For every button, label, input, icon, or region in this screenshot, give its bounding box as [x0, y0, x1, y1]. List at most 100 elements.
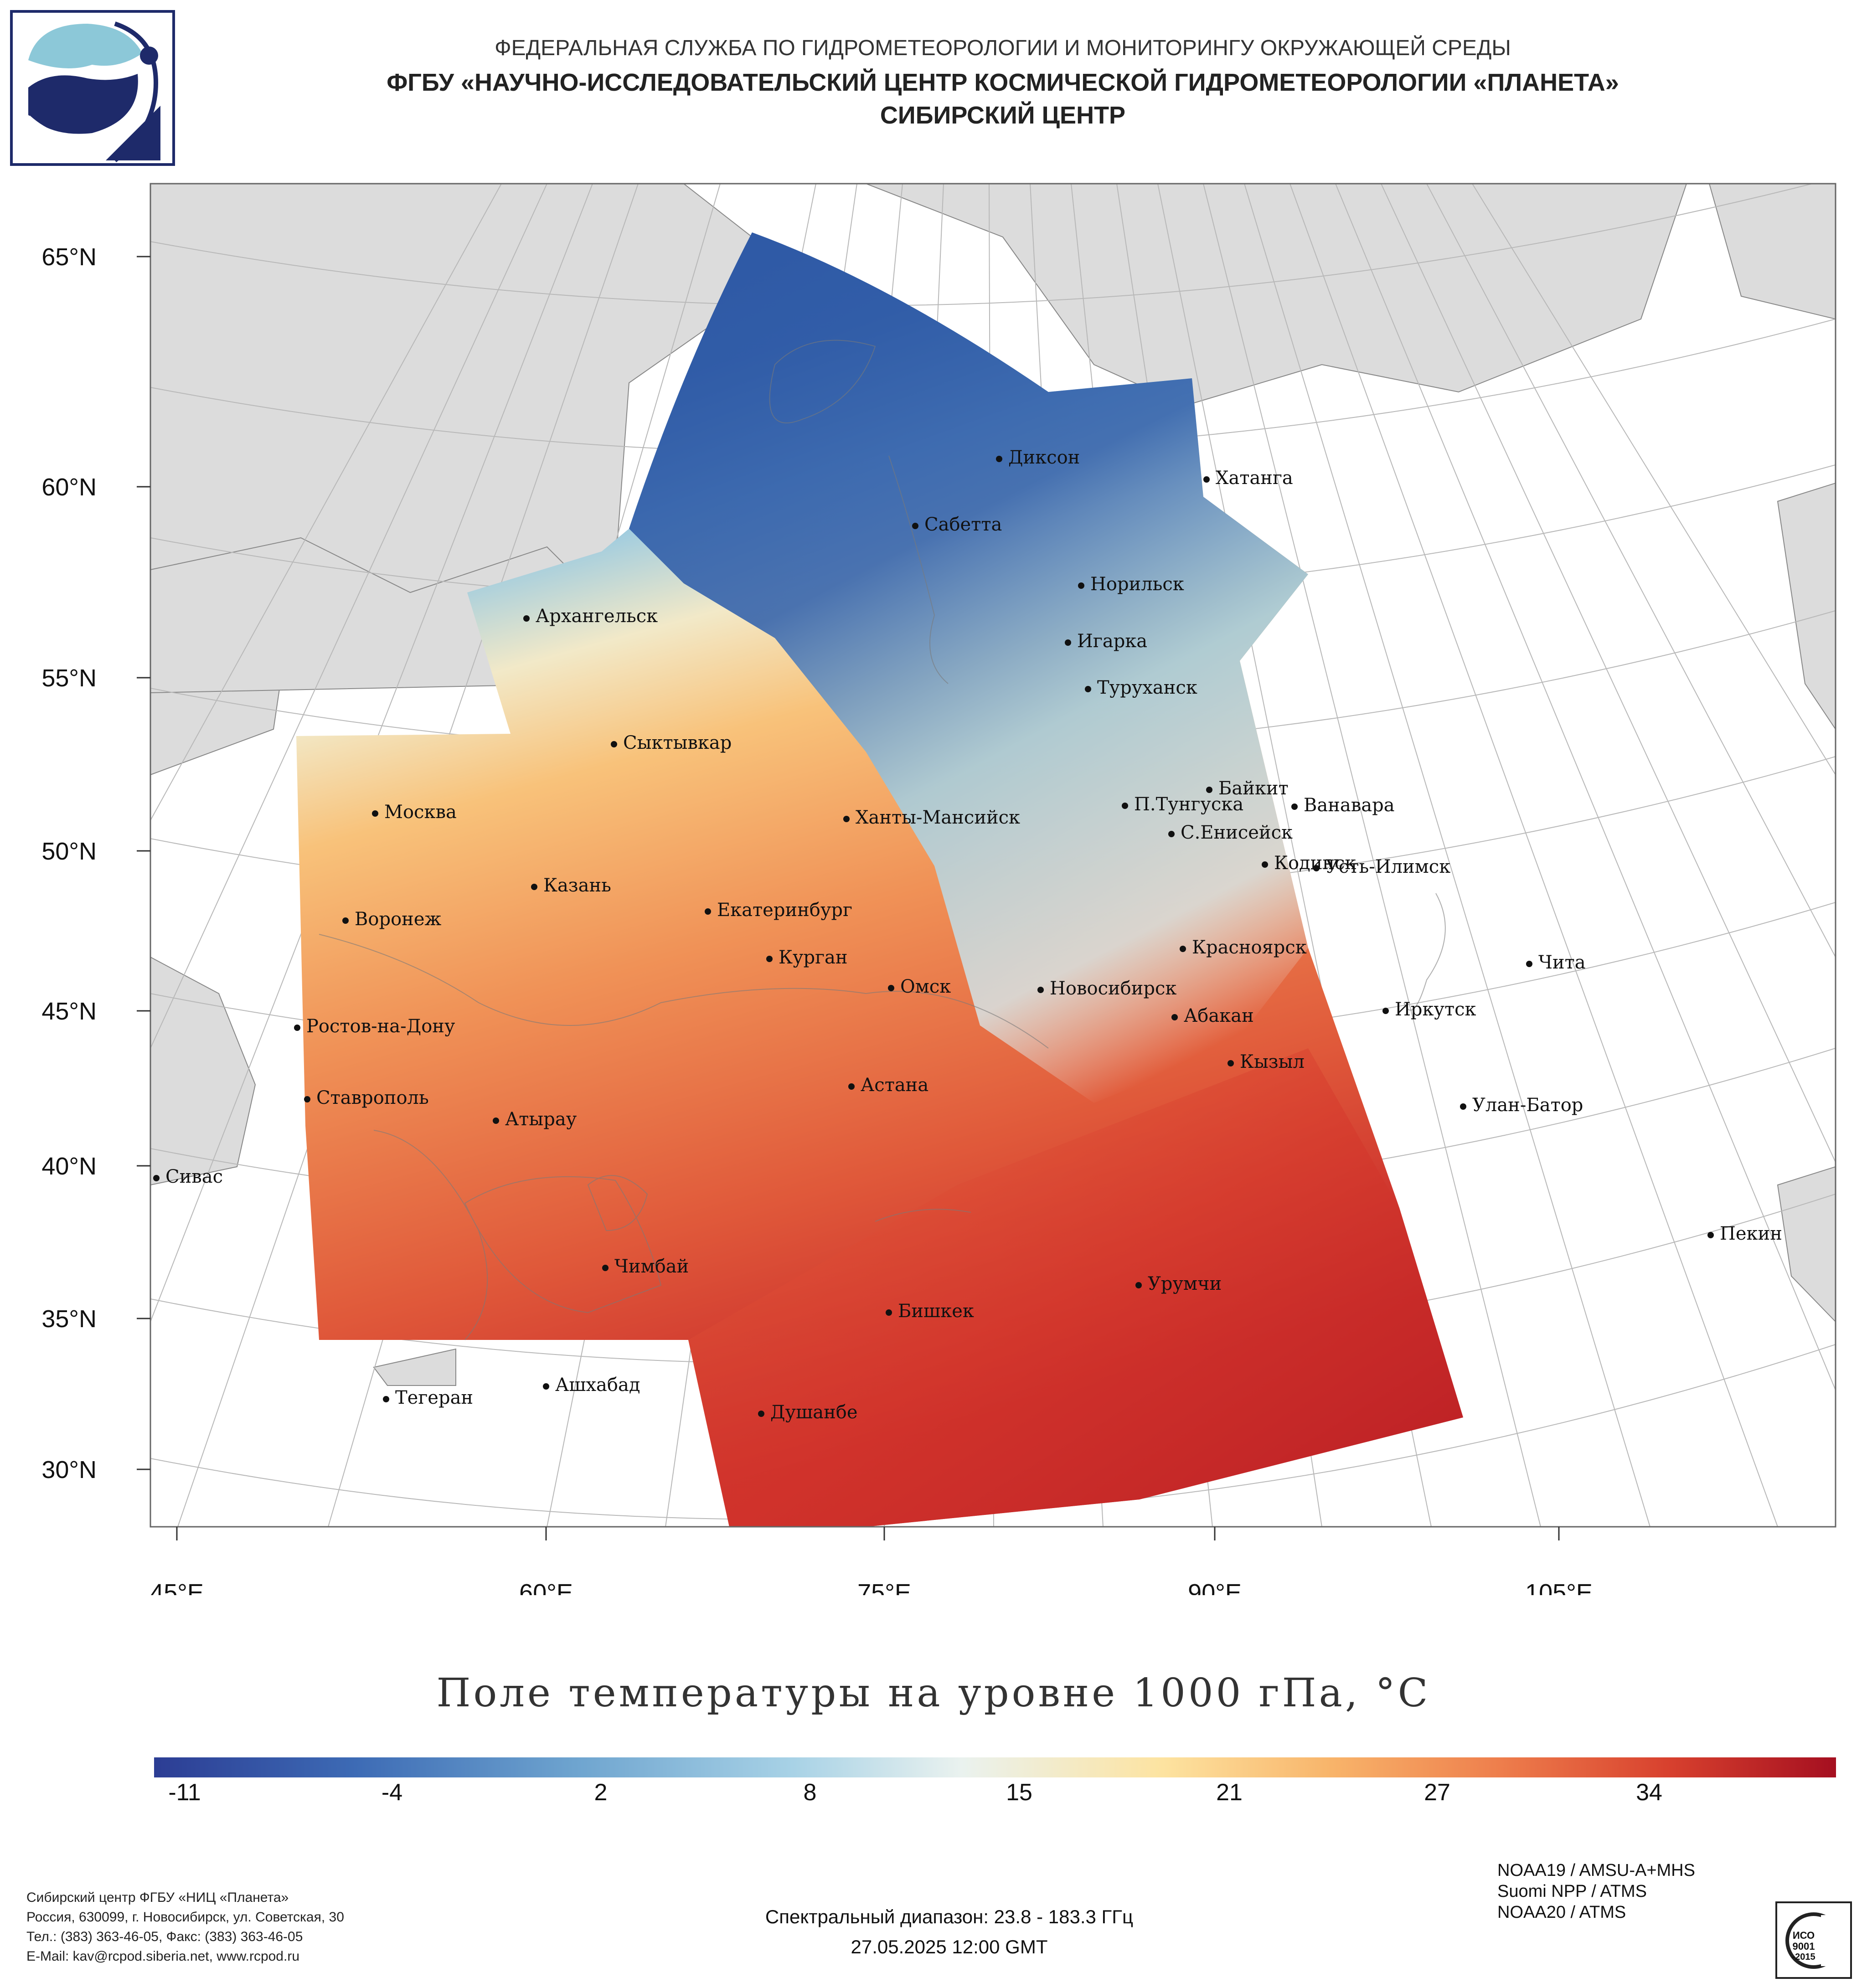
- city-label: Сивас: [165, 1166, 223, 1187]
- city-dot: [1203, 476, 1210, 483]
- city-label: Чимбай: [614, 1256, 689, 1277]
- city-dot: [758, 1411, 764, 1417]
- city-label: Урумчи: [1148, 1273, 1222, 1294]
- city-dot: [1262, 861, 1268, 868]
- city-label: Иркутск: [1395, 999, 1476, 1020]
- city-dot: [342, 917, 349, 924]
- org-address: Россия, 630099, г. Новосибирск, ул. Сове…: [26, 1910, 344, 1925]
- city-label: Воронеж: [355, 909, 441, 930]
- lon-label: 90°E: [1188, 1579, 1242, 1595]
- city-dot: [848, 1083, 855, 1090]
- city-label: Москва: [384, 802, 457, 823]
- city-dot: [1135, 1282, 1142, 1288]
- lat-label: 60°N: [41, 474, 97, 501]
- city-label: Тегеран: [395, 1387, 473, 1408]
- city-label: Астана: [861, 1075, 928, 1096]
- city-dot: [1171, 1014, 1178, 1020]
- spectral-range: Спектральный диапазон: 23.8 - 183.3 ГГц: [765, 1906, 1134, 1927]
- city-dot: [153, 1175, 160, 1181]
- city-label: Ставрополь: [316, 1087, 429, 1108]
- city-dot: [843, 816, 850, 822]
- city-label: Душанбе: [770, 1402, 858, 1423]
- colorbar-tick: 21: [1216, 1779, 1243, 1806]
- city-label: Пекин: [1720, 1223, 1782, 1244]
- city-dot: [1122, 803, 1128, 809]
- org-phone: Тел.: (383) 363-46-05, Факс: (383) 363-4…: [26, 1929, 303, 1944]
- svg-text:ИСО: ИСО: [1793, 1930, 1815, 1941]
- city-label: Игарка: [1077, 631, 1147, 652]
- city-label: Улан-Батор: [1472, 1095, 1583, 1116]
- city-label: Байкит: [1218, 778, 1289, 799]
- svg-text:-2015: -2015: [1792, 1952, 1815, 1962]
- city-dot: [1707, 1232, 1714, 1238]
- city-label: Усть-Илимск: [1325, 856, 1450, 877]
- city-dot: [1078, 582, 1084, 589]
- city-dot: [1206, 787, 1212, 793]
- lat-label: 40°N: [41, 1153, 97, 1180]
- city-dot: [1313, 865, 1320, 871]
- city-label: Норильск: [1090, 574, 1184, 595]
- org-email: E-Mail: kav@rcpod.siberia.net, www.rcpod…: [26, 1949, 300, 1964]
- colorbar-tick: 15: [1006, 1779, 1032, 1806]
- city-label: Новосибирск: [1050, 978, 1176, 999]
- city-dot: [602, 1265, 609, 1271]
- city-label: Екатеринбург: [717, 900, 852, 921]
- city-label: Ханты-Мансийск: [856, 807, 1020, 828]
- colorbar-tick: -4: [381, 1779, 403, 1806]
- colorbar-tick: 34: [1636, 1779, 1662, 1806]
- city-dot: [1382, 1008, 1389, 1014]
- city-label: С.Енисейск: [1181, 822, 1293, 843]
- city-label: Чита: [1538, 952, 1586, 973]
- city-dot: [493, 1118, 499, 1124]
- city-label: Абакан: [1184, 1005, 1254, 1026]
- city-dot: [886, 1309, 892, 1316]
- planeta-logo: [10, 10, 175, 166]
- city-dot: [372, 810, 378, 817]
- lat-label: 45°N: [41, 998, 97, 1025]
- city-dot: [705, 908, 711, 915]
- lat-label: 35°N: [41, 1305, 97, 1333]
- city-dot: [1460, 1103, 1466, 1110]
- city-label: Сабетта: [924, 514, 1002, 535]
- city-dot: [531, 884, 537, 890]
- org-name: Сибирский центр ФГБУ «НИЦ «Планета»: [26, 1890, 289, 1905]
- city-dot: [888, 985, 894, 991]
- city-dot: [1037, 987, 1044, 993]
- city-dot: [523, 615, 530, 622]
- city-label: Курган: [779, 947, 848, 968]
- lon-label: 75°E: [857, 1579, 911, 1595]
- lon-label: 105°E: [1525, 1579, 1593, 1595]
- city-dot: [1227, 1060, 1234, 1066]
- colorbar-tick: -11: [168, 1779, 201, 1806]
- city-dot: [304, 1096, 310, 1102]
- satellite-line: NOAA19 / AMSU-A+MHS: [1497, 1861, 1695, 1880]
- satellite-line: Suomi NPP / ATMS: [1497, 1882, 1647, 1901]
- city-dot: [996, 456, 1002, 462]
- city-label: Казань: [543, 875, 611, 896]
- city-label: Атырау: [505, 1109, 577, 1130]
- city-dot: [1085, 686, 1091, 692]
- city-label: Красноярск: [1192, 937, 1307, 958]
- city-dot: [1291, 803, 1298, 810]
- city-label: П.Тунгуска: [1134, 794, 1243, 815]
- city-label: Архангельск: [536, 606, 658, 627]
- agency-title: ФЕДЕРАЛЬНАЯ СЛУЖБА ПО ГИДРОМЕТЕОРОЛОГИИ …: [495, 36, 1511, 60]
- city-label: Кызыл: [1240, 1051, 1305, 1072]
- city-label: Ванавара: [1304, 795, 1395, 816]
- city-label: Омск: [900, 976, 951, 997]
- svg-text:9001: 9001: [1793, 1941, 1815, 1952]
- lon-label: 60°E: [519, 1579, 573, 1595]
- temperature-map: 65°N 60°N 55°N 50°N 45°N 40°N 35°N 30°N …: [41, 183, 1836, 1595]
- map-title: Поле температуры на уровне 1000 гПа, °C: [436, 1670, 1431, 1716]
- colorbar: [154, 1757, 1836, 1777]
- center-title: СИБИРСКИЙ ЦЕНТР: [880, 102, 1126, 129]
- lat-label: 50°N: [41, 838, 97, 865]
- city-label: Бишкек: [898, 1301, 974, 1322]
- iso-certification-badge: ИСО 9001 -2015: [1775, 1901, 1852, 1979]
- colorbar-tick: 8: [803, 1779, 817, 1806]
- lat-label: 65°N: [41, 243, 97, 271]
- city-label: Сыктывкар: [623, 732, 732, 753]
- city-label: Диксон: [1008, 447, 1080, 468]
- city-dot: [1065, 639, 1071, 646]
- city-dot: [1180, 946, 1186, 952]
